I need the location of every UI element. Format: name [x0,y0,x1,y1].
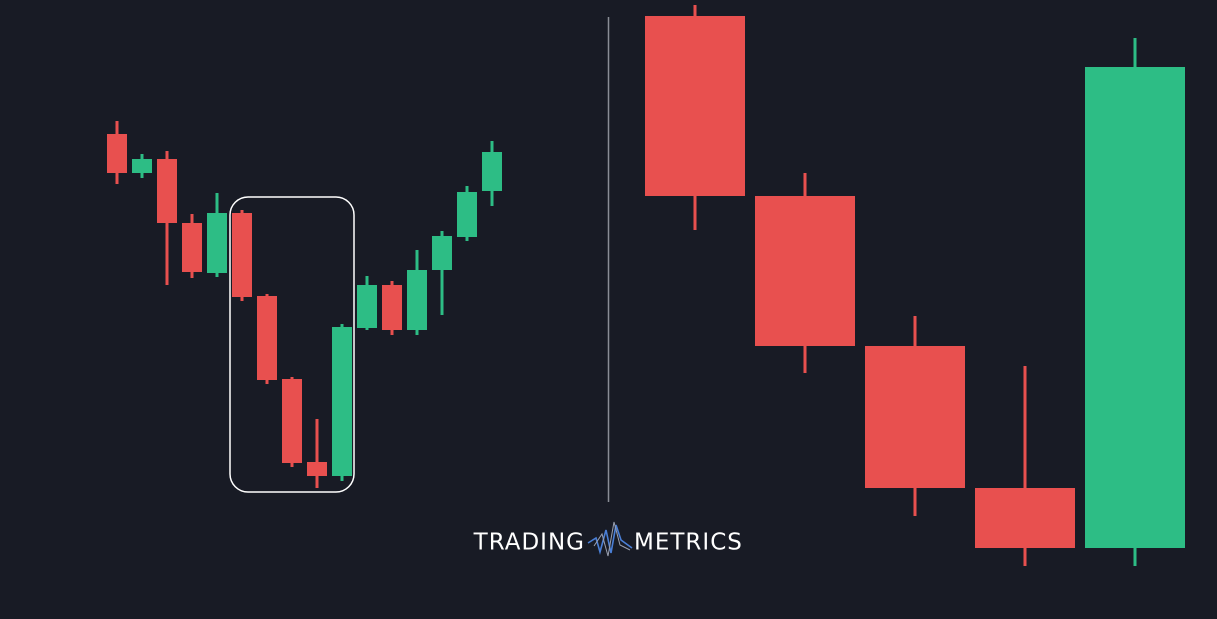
candle-body [157,159,177,223]
candle-body [357,285,377,328]
candle-body [457,192,477,237]
candle-body [307,462,327,476]
candle-body [1085,67,1185,548]
logo-icon-shadow [593,521,631,557]
logo-icon [587,524,633,555]
logo-left: TRADING [473,530,585,556]
candle-body [975,488,1075,548]
candle-body [182,223,202,272]
candle-body [755,196,855,346]
candle-body [282,379,302,463]
candle-body [232,213,252,297]
candle-body [407,270,427,330]
logo-right: METRICS [634,530,743,556]
candle-body [332,327,352,476]
candle-body [257,296,277,380]
candle-body [207,213,227,273]
candle-body [107,134,127,173]
candle-body [132,159,152,173]
candle-body [482,152,502,191]
candle-body [432,236,452,270]
candle-body [645,16,745,196]
candle-body [382,285,402,330]
highlight-box [229,196,355,493]
candle-body [865,346,965,488]
